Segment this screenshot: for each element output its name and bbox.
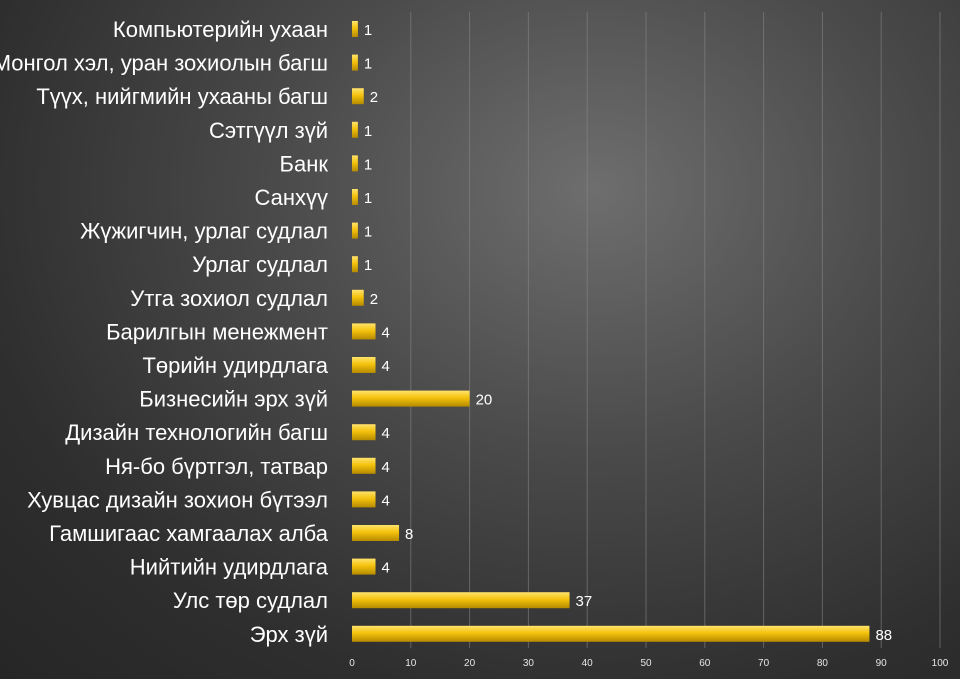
data-label: 1 [364,224,372,241]
category-labels: Компьютерийн ухаан Монгол хэл, уран зохио… [0,17,329,647]
bar [352,625,870,642]
bar [352,323,376,340]
data-label: 4 [382,459,390,476]
bar [352,88,364,105]
x-tick-label: 100 [932,658,949,669]
data-label: 1 [364,156,372,173]
x-tick-label: 0 [349,658,355,669]
bar [352,558,376,575]
x-tick-label: 30 [523,658,535,669]
category-label: Сэтгүүл зүй [209,118,328,143]
category-label: Бизнесийн эрх зүй [139,387,328,412]
category-label: Улс төр судлал [173,588,328,613]
bar [352,424,376,441]
category-label: Урлаг судлал [192,252,328,277]
category-label: Дизайн технологийн багш [65,420,328,445]
category-label: Ня-бо бүртгэл, татвар [105,454,328,479]
data-label: 8 [405,526,413,543]
category-label: Гамшигаас хамгаалах алба [49,521,329,546]
x-tick-label: 50 [640,658,652,669]
data-label: 88 [875,627,892,644]
bar [352,155,358,172]
bar [352,21,358,37]
category-label: Утга зохиол судлал [130,286,328,311]
category-label: Монгол хэл, уран зохиолын багш [0,51,328,76]
category-label: Түүх, нийгмийн ухааны багш [36,84,328,109]
bar [352,491,376,508]
bars [352,21,870,642]
data-label: 1 [364,257,372,274]
x-tick-label: 10 [405,658,417,669]
data-label: 1 [364,123,372,140]
category-label: Банк [280,151,329,176]
bar [352,54,358,71]
bar [352,189,358,205]
category-label: Барилгын менежмент [106,319,328,344]
x-tick-label: 70 [758,658,770,669]
bar [352,256,358,273]
x-axis-ticks: 0 10 20 30 40 50 60 70 80 90 100 [349,658,949,669]
bar [352,592,570,609]
x-tick-label: 80 [817,658,829,669]
data-label: 1 [364,190,372,207]
data-label: 4 [382,425,390,442]
grid-lines [410,12,941,648]
data-label: 1 [364,22,372,39]
data-label: 1 [364,56,372,73]
x-tick-label: 90 [876,658,888,669]
bar [352,457,376,474]
data-label: 2 [370,89,378,106]
data-label: 4 [382,492,390,509]
category-label: Хувцас дизайн зохион бүтээл [27,487,328,512]
category-label: Жүжигчин, урлаг судлал [80,219,328,244]
bar [352,357,376,373]
data-label: 37 [576,593,593,610]
category-label: Эрх зүй [250,622,328,647]
data-label: 4 [382,324,390,341]
x-tick-label: 20 [464,658,476,669]
x-tick-label: 60 [699,658,711,669]
bar [352,222,358,239]
category-label: Төрийн удирдлага [142,353,328,378]
bar [352,390,470,407]
category-label: Нийтийн удирдлага [130,555,329,580]
bar [352,289,364,306]
category-label: Санхүү [254,185,328,210]
data-label: 2 [370,291,378,308]
bar [352,525,400,541]
x-tick-label: 40 [582,658,594,669]
data-label: 4 [382,560,390,577]
category-label: Компьютерийн ухаан [113,17,328,42]
data-label: 20 [476,392,493,409]
bar [352,121,358,138]
data-label: 4 [382,358,390,375]
